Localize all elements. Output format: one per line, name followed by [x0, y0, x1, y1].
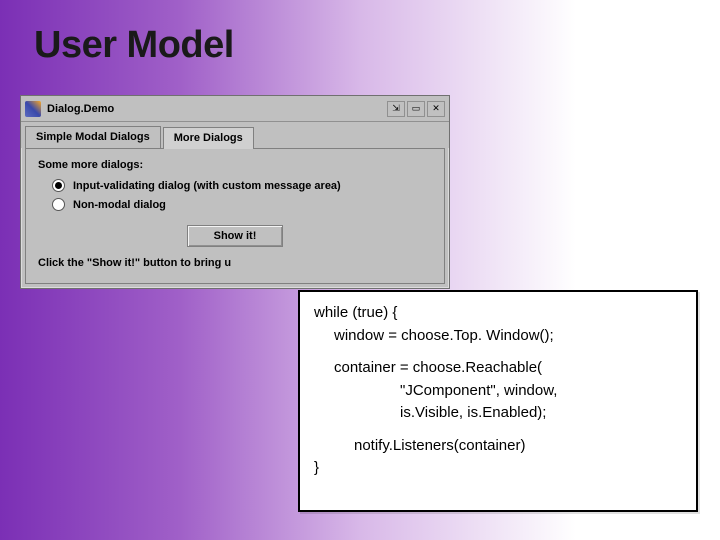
- code-line: window = choose.Top. Window();: [334, 325, 682, 348]
- code-line: container = choose.Reachable(: [334, 357, 682, 380]
- maximize-button[interactable]: ▭: [407, 101, 425, 117]
- java-cup-icon: [25, 101, 41, 117]
- button-wrap: Show it!: [38, 225, 432, 247]
- slide-title: User Model: [34, 24, 234, 67]
- spacer: [314, 425, 682, 435]
- hint-text: Click the "Show it!" button to bring u: [38, 257, 432, 269]
- code-line: "JComponent", window,: [400, 380, 682, 403]
- code-line: while (true) {: [314, 302, 682, 325]
- close-button[interactable]: ✕: [427, 101, 445, 117]
- dialog-window: Dialog.Demo ⇲ ▭ ✕ Simple Modal Dialogs M…: [20, 95, 450, 289]
- code-box: while (true) { window = choose.Top. Wind…: [298, 290, 698, 512]
- tab-bar: Simple Modal Dialogs More Dialogs: [21, 122, 449, 148]
- show-it-button[interactable]: Show it!: [187, 225, 284, 247]
- section-label: Some more dialogs:: [38, 159, 432, 171]
- window-titlebar[interactable]: Dialog.Demo ⇲ ▭ ✕: [21, 96, 449, 122]
- radio-icon: [52, 198, 65, 211]
- window-title: Dialog.Demo: [47, 103, 387, 115]
- code-line: notify.Listeners(container): [354, 435, 682, 458]
- radio-icon: [52, 179, 65, 192]
- window-controls: ⇲ ▭ ✕: [387, 101, 445, 117]
- radio-non-modal[interactable]: Non-modal dialog: [52, 198, 432, 211]
- tab-more-dialogs[interactable]: More Dialogs: [163, 127, 254, 149]
- code-line: }: [314, 457, 682, 480]
- spacer: [314, 347, 682, 357]
- code-line: is.Visible, is.Enabled);: [400, 402, 682, 425]
- tab-simple-modal-dialogs[interactable]: Simple Modal Dialogs: [25, 126, 161, 148]
- radio-label: Input-validating dialog (with custom mes…: [73, 180, 341, 192]
- iconify-button[interactable]: ⇲: [387, 101, 405, 117]
- tab-panel: Some more dialogs: Input-validating dial…: [25, 148, 445, 284]
- radio-input-validating[interactable]: Input-validating dialog (with custom mes…: [52, 179, 432, 192]
- slide: User Model Dialog.Demo ⇲ ▭ ✕ Simple Moda…: [0, 0, 720, 540]
- radio-label: Non-modal dialog: [73, 199, 166, 211]
